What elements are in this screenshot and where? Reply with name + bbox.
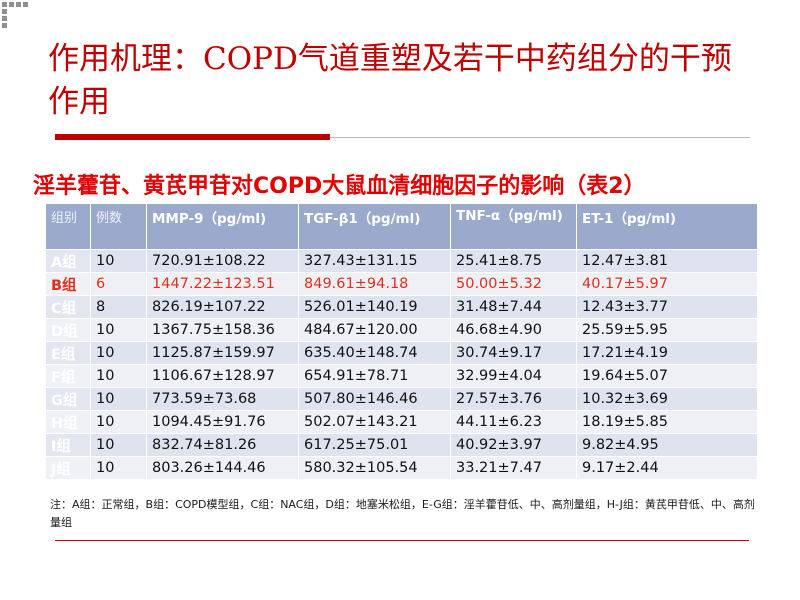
corner-decoration bbox=[0, 0, 30, 30]
cell-mmp9: 832.74±81.26 bbox=[146, 433, 299, 457]
cell-n: 10 bbox=[90, 318, 147, 342]
cell-tnfa: 32.99±4.04 bbox=[450, 364, 577, 388]
cell-n: 10 bbox=[90, 364, 147, 388]
cell-n: 10 bbox=[90, 341, 147, 365]
cell-tnfa: 46.68±4.90 bbox=[450, 318, 577, 342]
cell-mmp9: 720.91±108.22 bbox=[146, 249, 299, 273]
title-accent-bar bbox=[55, 134, 330, 140]
table-row: J组 10 803.26±144.46 580.32±105.54 33.21±7.47… bbox=[45, 456, 758, 480]
cell-mmp9: 1367.75±158.36 bbox=[146, 318, 299, 342]
cell-group: G组 bbox=[45, 387, 91, 411]
cell-et1: 12.43±3.77 bbox=[576, 295, 758, 319]
slide-title: 作用机理：COPD气道重塑及若干中药组分的干预作用 bbox=[48, 41, 732, 120]
cell-et1: 18.19±5.85 bbox=[576, 410, 758, 434]
cell-tgfb1: 849.61±94.18 bbox=[298, 272, 451, 296]
header-tnfa: TNF-α（pg/ml) bbox=[450, 203, 577, 250]
cell-mmp9: 803.26±144.46 bbox=[146, 456, 299, 480]
table-row: I组 10 832.74±81.26 617.25±75.01 40.92±3.97 9.… bbox=[45, 433, 758, 457]
table-row: H组 10 1094.45±91.76 502.07±143.21 44.11±6.23… bbox=[45, 410, 758, 434]
cell-tnfa: 31.48±7.44 bbox=[450, 295, 577, 319]
cell-et1: 25.59±5.95 bbox=[576, 318, 758, 342]
cell-tnfa: 25.41±8.75 bbox=[450, 249, 577, 273]
table-row: D组 10 1367.75±158.36 484.67±120.00 46.68±4.9… bbox=[45, 318, 758, 342]
cell-tgfb1: 617.25±75.01 bbox=[298, 433, 451, 457]
cell-mmp9: 1447.22±123.51 bbox=[146, 272, 299, 296]
cell-tnfa: 27.57±3.76 bbox=[450, 387, 577, 411]
header-et1: ET-1（pg/ml) bbox=[576, 203, 758, 250]
header-mmp9: MMP-9（pg/ml) bbox=[146, 203, 299, 250]
cell-n: 10 bbox=[90, 249, 147, 273]
cell-tgfb1: 502.07±143.21 bbox=[298, 410, 451, 434]
header-group: 组别 bbox=[45, 203, 91, 250]
cell-tgfb1: 580.32±105.54 bbox=[298, 456, 451, 480]
table-row: E组 10 1125.87±159.97 635.40±148.74 30.74±9.1… bbox=[45, 341, 758, 365]
cell-n: 10 bbox=[90, 387, 147, 411]
header-tgfb1: TGF-β1（pg/ml) bbox=[298, 203, 451, 250]
cell-tgfb1: 484.67±120.00 bbox=[298, 318, 451, 342]
cell-n: 10 bbox=[90, 410, 147, 434]
cell-group: J组 bbox=[45, 456, 91, 480]
cell-n: 10 bbox=[90, 456, 147, 480]
table-footnote: 注：A组：正常组，B组：COPD模型组，C组：NAC组，D组：地塞米松组，E-G… bbox=[50, 498, 755, 529]
cell-group: D组 bbox=[45, 318, 91, 342]
cell-tgfb1: 526.01±140.19 bbox=[298, 295, 451, 319]
cell-n: 8 bbox=[90, 295, 147, 319]
cell-n: 10 bbox=[90, 433, 147, 457]
cell-et1: 40.17±5.97 bbox=[576, 272, 758, 296]
table-caption: 淫羊藿苷、黄芪甲苷对COPD大鼠血清细胞因子的影响（表2） bbox=[33, 174, 646, 199]
footer-divider-line bbox=[55, 540, 749, 541]
title-divider-line bbox=[330, 137, 750, 138]
cell-et1: 19.64±5.07 bbox=[576, 364, 758, 388]
cell-et1: 9.82±4.95 bbox=[576, 433, 758, 457]
cell-et1: 10.32±3.69 bbox=[576, 387, 758, 411]
cell-mmp9: 773.59±73.68 bbox=[146, 387, 299, 411]
cell-tgfb1: 654.91±78.71 bbox=[298, 364, 451, 388]
table-row: F组 10 1106.67±128.97 654.91±78.71 32.99±4.04… bbox=[45, 364, 758, 388]
table-row: A组 10 720.91±108.22 327.43±131.15 25.41±8.75… bbox=[45, 249, 758, 273]
cell-tgfb1: 635.40±148.74 bbox=[298, 341, 451, 365]
cell-mmp9: 1125.87±159.97 bbox=[146, 341, 299, 365]
header-count: 例数 bbox=[90, 203, 147, 250]
cell-tnfa: 33.21±7.47 bbox=[450, 456, 577, 480]
cell-group: H组 bbox=[45, 410, 91, 434]
cell-group: F组 bbox=[45, 364, 91, 388]
cell-mmp9: 826.19±107.22 bbox=[146, 295, 299, 319]
cell-et1: 17.21±4.19 bbox=[576, 341, 758, 365]
cell-mmp9: 1106.67±128.97 bbox=[146, 364, 299, 388]
cell-group: A组 bbox=[45, 249, 91, 273]
table-header-row: 组别 例数 MMP-9（pg/ml) TGF-β1（pg/ml) TNF-α（p… bbox=[45, 203, 758, 250]
cell-tnfa: 40.92±3.97 bbox=[450, 433, 577, 457]
cell-tnfa: 30.74±9.17 bbox=[450, 341, 577, 365]
cell-et1: 9.17±2.44 bbox=[576, 456, 758, 480]
cytokine-table: 组别 例数 MMP-9（pg/ml) TGF-β1（pg/ml) TNF-α（p… bbox=[45, 203, 758, 480]
cell-group: B组 bbox=[45, 272, 91, 296]
table-row: C组 8 826.19±107.22 526.01±140.19 31.48±7.44 1… bbox=[45, 295, 758, 319]
cell-group: I组 bbox=[45, 433, 91, 457]
cell-mmp9: 1094.45±91.76 bbox=[146, 410, 299, 434]
cell-tnfa: 44.11±6.23 bbox=[450, 410, 577, 434]
cell-et1: 12.47±3.81 bbox=[576, 249, 758, 273]
cell-tgfb1: 507.80±146.46 bbox=[298, 387, 451, 411]
cell-group: C组 bbox=[45, 295, 91, 319]
table-row: B组 6 1447.22±123.51 849.61±94.18 50.00±5.32 4… bbox=[45, 272, 758, 296]
cell-group: E组 bbox=[45, 341, 91, 365]
table-row: G组 10 773.59±73.68 507.80±146.46 27.57±3.76 1… bbox=[45, 387, 758, 411]
cell-tnfa: 50.00±5.32 bbox=[450, 272, 577, 296]
cell-tgfb1: 327.43±131.15 bbox=[298, 249, 451, 273]
cell-n: 6 bbox=[90, 272, 147, 296]
